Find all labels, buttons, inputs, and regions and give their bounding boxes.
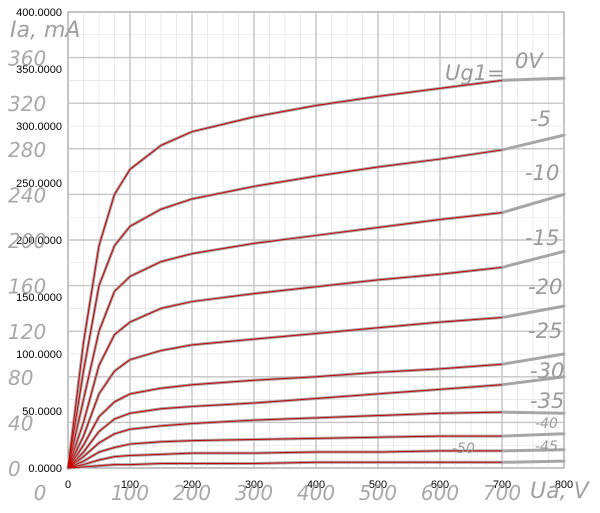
y-tick-label: 200.0000: [16, 235, 62, 247]
curve-label: -5: [530, 107, 551, 131]
scan-x-tick-label: 500: [359, 481, 397, 505]
curve-label: -30: [530, 359, 564, 383]
x-tick-label: 400: [307, 479, 325, 491]
scan-y-tick-label: 200: [8, 229, 46, 253]
curve-label: -20: [528, 275, 562, 299]
scan-x-tick-label: 600: [421, 481, 459, 505]
scan-y-tick-label: 280: [8, 138, 46, 162]
model-curve--5: [67, 149, 503, 469]
model-curve--10: [67, 212, 503, 469]
x-tick-label: 600: [431, 479, 449, 491]
x-tick-label: 800: [555, 479, 573, 491]
scan-x-tick-label: 100: [111, 481, 149, 505]
curve-label: 0V: [515, 49, 544, 73]
scan-y-tick-label: 320: [8, 92, 46, 116]
scan-y-tick-label: 0: [8, 457, 21, 481]
model-curve--15: [67, 266, 503, 469]
model-curves-layer: [67, 79, 503, 469]
y-tick-label: 100.0000: [16, 349, 62, 361]
curve-label: -10: [525, 161, 559, 185]
model-curve--45: [67, 450, 502, 469]
x-axis-title: Ua, V: [530, 479, 591, 504]
y-tick-label: 250.0000: [16, 178, 62, 190]
y-tick-label: 400.0000: [16, 7, 62, 19]
grid-voltage-prefix: Ug1=: [445, 61, 505, 85]
curve-label: -15: [525, 226, 559, 250]
x-tick-label: 700: [493, 479, 511, 491]
curve-label: -50: [452, 441, 475, 457]
scan-y-tick-label: 120: [8, 320, 46, 344]
model-curve-0V: [67, 79, 503, 469]
scan-x-tick-label: 400: [297, 481, 335, 505]
scan-x-tick-label: 0: [34, 481, 47, 505]
scan-x-tick-label: 300: [235, 481, 273, 505]
y-tick-label: 150.0000: [16, 292, 62, 304]
y-tick-label: 50.0000: [22, 406, 62, 418]
model-curve--25: [67, 363, 503, 469]
curve-label: -35: [530, 389, 564, 413]
scan-y-tick-label: 160: [8, 275, 46, 299]
curve-label: -40: [535, 416, 558, 432]
x-tick-label: 200: [183, 479, 201, 491]
curve-label: -45: [535, 439, 558, 455]
x-tick-label: 100: [121, 479, 139, 491]
model-curve--40: [67, 435, 502, 469]
scan-x-tick-label: 700: [483, 481, 521, 505]
scan-y-tick-label: 360: [8, 47, 46, 71]
x-tick-label: 0: [65, 479, 71, 491]
model-curve--20: [67, 317, 503, 469]
model-curve--30: [67, 384, 503, 469]
y-tick-label: 300.0000: [16, 121, 62, 133]
scan-x-tick-label: 200: [173, 481, 211, 505]
scan-y-tick-label: 240: [8, 183, 46, 207]
grid: [67, 11, 565, 469]
model-curve--50: [67, 461, 502, 469]
labels-layer: 0.0000 50.0000 100.0000 150.0000 200.0000 250…: [8, 7, 573, 505]
scan-y-tick-label: 40: [8, 411, 33, 435]
model-curve--35: [67, 411, 503, 469]
y-tick-label: 350.0000: [16, 64, 62, 76]
curve-label: -25: [528, 319, 562, 343]
y-axis-title: Ia, mA: [10, 18, 80, 43]
scan-y-tick-label: 80: [8, 366, 33, 390]
x-tick-label: 500: [369, 479, 387, 491]
y-tick-label: 0.0000: [28, 463, 62, 475]
x-tick-label: 300: [245, 479, 263, 491]
